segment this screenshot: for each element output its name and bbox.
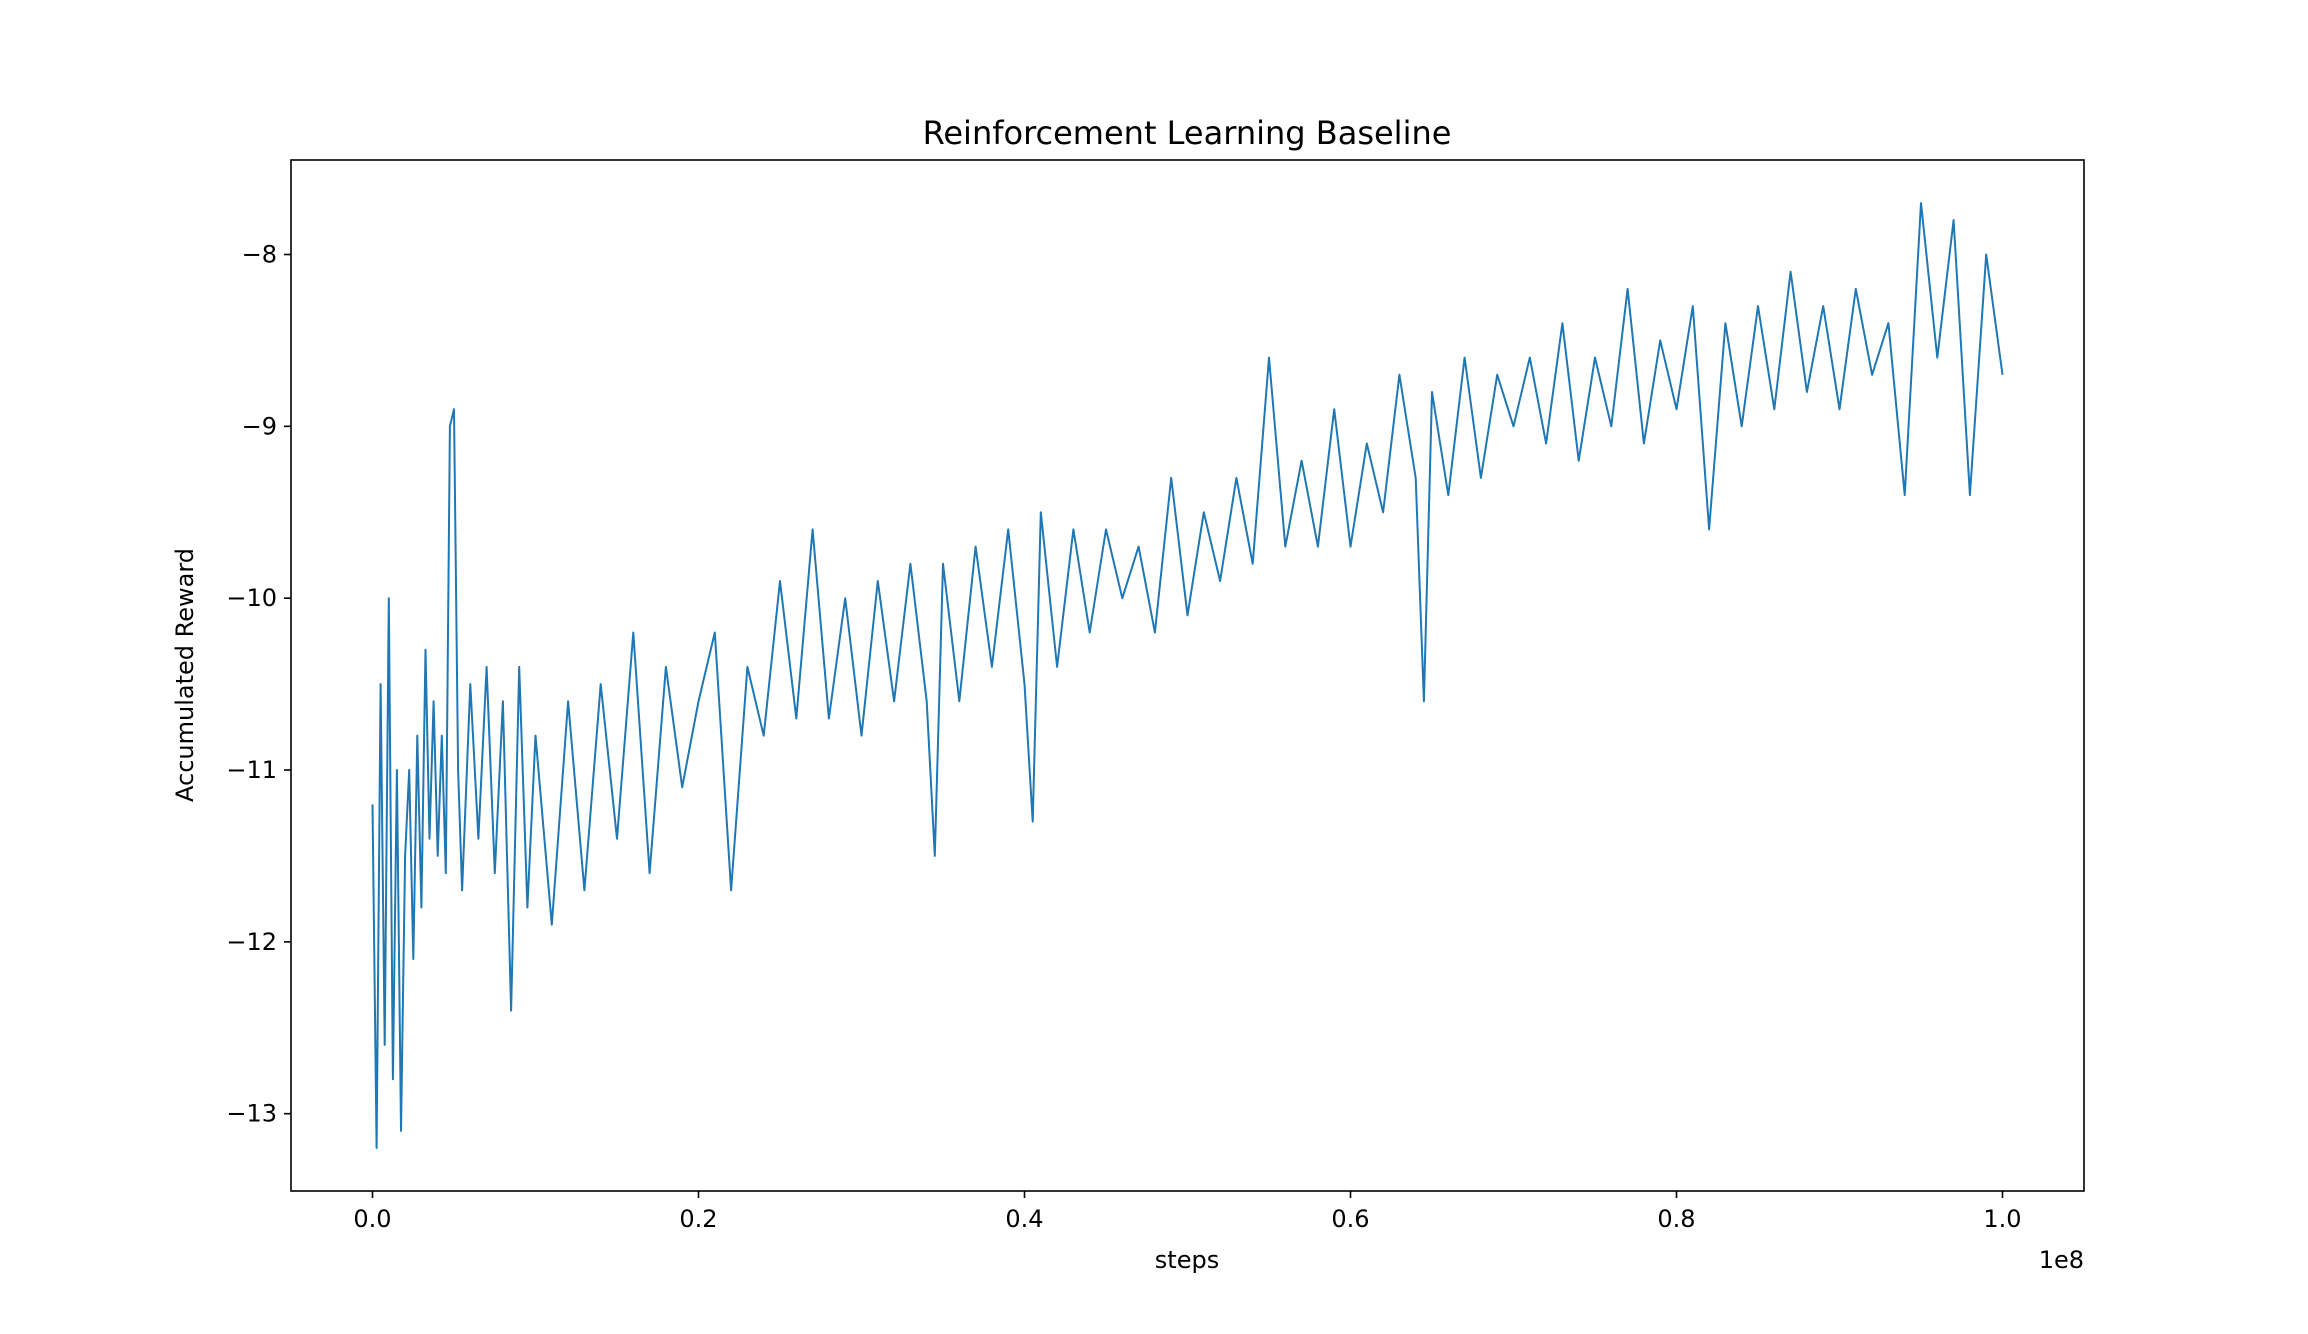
x-tick-label: 0.6 [1331, 1205, 1369, 1233]
chart-title: Reinforcement Learning Baseline [923, 114, 1452, 152]
y-tick-label: −13 [226, 1100, 277, 1128]
x-tick-label: 0.4 [1005, 1205, 1043, 1233]
x-axis-offset-label: 1e8 [2039, 1246, 2084, 1274]
x-tick-label: 1.0 [1983, 1205, 2021, 1233]
x-tick-label: 0.8 [1657, 1205, 1695, 1233]
y-tick-label: −9 [242, 412, 277, 440]
y-tick-label: −8 [242, 241, 277, 269]
y-tick-label: −11 [226, 756, 277, 784]
y-axis-label: Accumulated Reward [171, 548, 199, 802]
tick-layer: 0.0 0.2 0.4 0.6 0.8 1.0 −13 −12 −11 −10 −9 −8 [226, 241, 2021, 1233]
line-layer [371, 202, 2004, 1149]
y-tick-label: −10 [226, 584, 277, 612]
series-line-accumulated-reward [371, 202, 2004, 1149]
plot-frame [290, 159, 2085, 1192]
x-axis-label: steps [1155, 1246, 1219, 1274]
y-tick-label: −12 [226, 928, 277, 956]
x-tick-label: 0.2 [679, 1205, 717, 1233]
x-tick-label: 0.0 [353, 1205, 391, 1233]
